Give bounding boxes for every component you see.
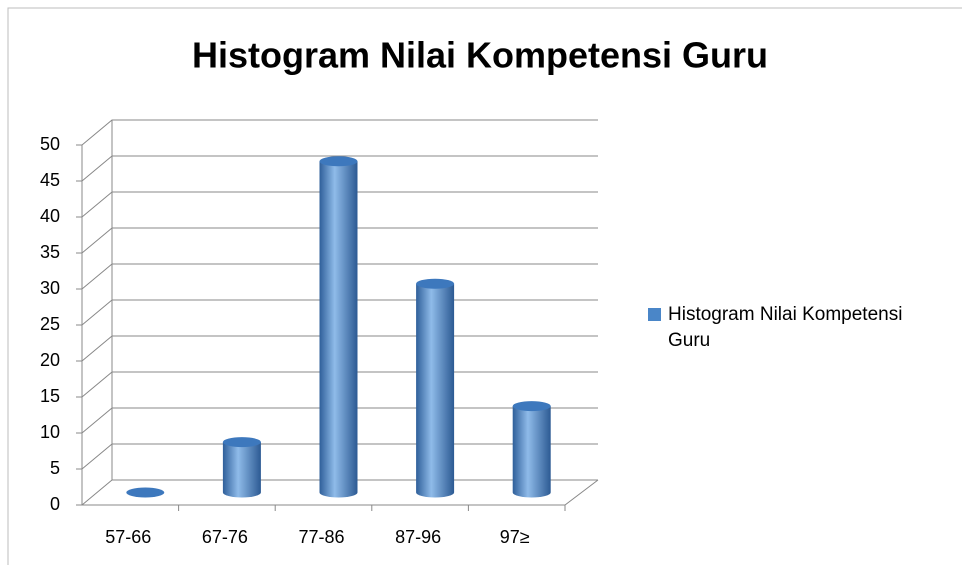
- legend: Histogram Nilai Kompetensi Guru: [648, 302, 948, 354]
- cylinder: [319, 156, 358, 498]
- cylinder-top: [126, 487, 165, 498]
- grid-line: [81, 191, 598, 218]
- y-tick-label: 40: [40, 206, 60, 226]
- y-tick-label: 25: [40, 314, 60, 334]
- x-tick-label: 77-86: [298, 527, 344, 547]
- cylinder-body: [222, 442, 261, 498]
- grid-line: [81, 119, 598, 146]
- cylinder-body: [512, 406, 551, 498]
- y-tick-label: 15: [40, 386, 60, 406]
- x-tick-label: 57-66: [105, 527, 151, 547]
- cylinder: [416, 278, 455, 498]
- cylinder-top: [416, 278, 455, 289]
- cylinder-top: [222, 437, 261, 448]
- legend-swatch: [648, 308, 661, 321]
- grid-line: [81, 227, 598, 254]
- cylinder-top: [512, 401, 551, 412]
- cylinder-body: [319, 161, 358, 498]
- y-tick-label: 45: [40, 170, 60, 190]
- legend-label: Histogram Nilai Kompetensi Guru: [668, 304, 903, 351]
- y-tick-label: 50: [40, 134, 60, 154]
- cylinder: [126, 487, 165, 498]
- grid-line: [81, 155, 598, 182]
- cylinder-body: [416, 283, 455, 498]
- x-tick-label: 67-76: [202, 527, 248, 547]
- y-tick-label: 30: [40, 278, 60, 298]
- y-tick-label: 5: [50, 458, 60, 478]
- y-tick-label: 20: [40, 350, 60, 370]
- chart-title: Histogram Nilai Kompetensi Guru: [192, 35, 768, 76]
- x-tick-label: 87-96: [395, 527, 441, 547]
- grid-line: [81, 263, 598, 290]
- y-tick-label: 35: [40, 242, 60, 262]
- cylinder: [222, 437, 261, 498]
- chart-border: [7, 7, 962, 565]
- x-tick-label: 97≥: [500, 527, 530, 547]
- y-tick-label: 10: [40, 422, 60, 442]
- y-tick-label: 0: [50, 494, 60, 514]
- cylinder-top: [319, 156, 358, 167]
- cylinder: [512, 401, 551, 498]
